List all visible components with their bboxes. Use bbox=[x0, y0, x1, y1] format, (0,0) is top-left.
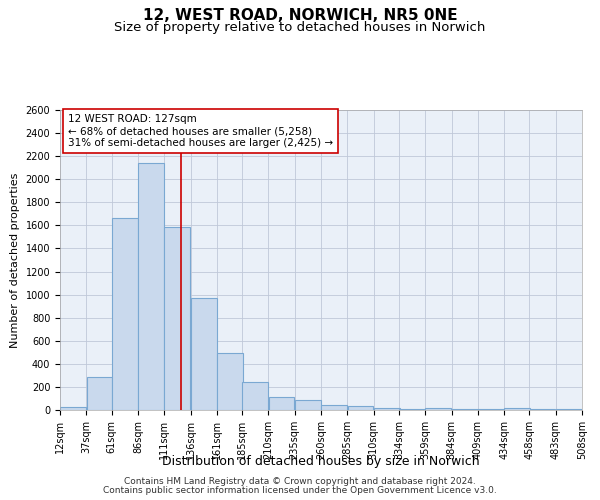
Bar bbox=[399, 409, 425, 410]
Bar bbox=[295, 400, 321, 410]
Bar bbox=[191, 298, 217, 410]
Bar bbox=[138, 163, 164, 410]
Text: Contains public sector information licensed under the Open Government Licence v3: Contains public sector information licen… bbox=[103, 486, 497, 495]
Bar bbox=[321, 406, 347, 410]
Text: 12 WEST ROAD: 127sqm
← 68% of detached houses are smaller (5,258)
31% of semi-de: 12 WEST ROAD: 127sqm ← 68% of detached h… bbox=[68, 114, 333, 148]
Bar bbox=[556, 409, 582, 410]
Bar bbox=[425, 408, 451, 410]
Text: Size of property relative to detached houses in Norwich: Size of property relative to detached ho… bbox=[115, 21, 485, 34]
Bar bbox=[217, 354, 243, 410]
Text: Distribution of detached houses by size in Norwich: Distribution of detached houses by size … bbox=[162, 454, 480, 468]
Y-axis label: Number of detached properties: Number of detached properties bbox=[10, 172, 20, 348]
Bar bbox=[60, 407, 86, 410]
Text: 12, WEST ROAD, NORWICH, NR5 0NE: 12, WEST ROAD, NORWICH, NR5 0NE bbox=[143, 8, 457, 22]
Bar bbox=[505, 408, 530, 410]
Bar bbox=[112, 218, 137, 410]
Bar bbox=[164, 226, 190, 410]
Bar bbox=[347, 406, 373, 410]
Bar bbox=[452, 409, 478, 410]
Text: Contains HM Land Registry data © Crown copyright and database right 2024.: Contains HM Land Registry data © Crown c… bbox=[124, 477, 476, 486]
Bar bbox=[374, 408, 400, 410]
Bar bbox=[86, 376, 112, 410]
Bar bbox=[269, 396, 295, 410]
Bar bbox=[242, 382, 268, 410]
